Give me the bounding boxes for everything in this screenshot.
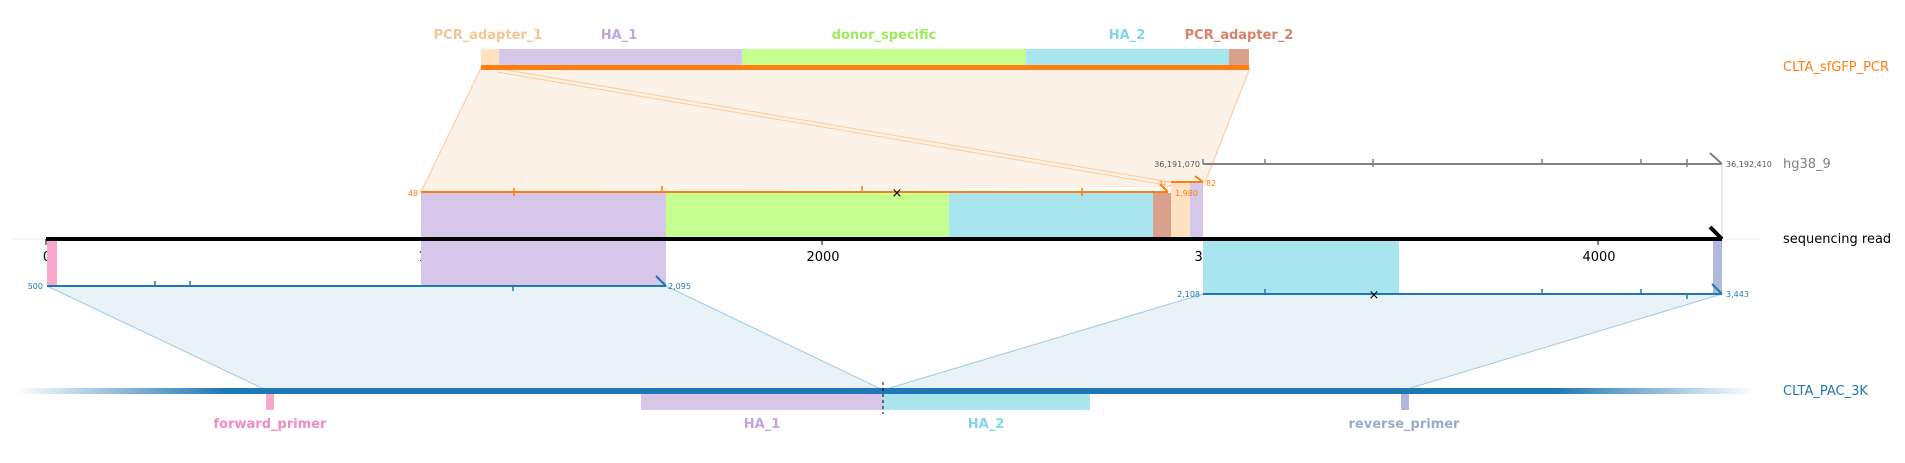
pac-projection-line <box>1403 293 1723 391</box>
pac-label-ha-1: HA_1 <box>744 417 781 432</box>
aln-pac-left-arrow <box>655 275 667 287</box>
pac-projection-line <box>46 285 267 391</box>
pac-feature-ha-2 <box>883 394 1090 410</box>
aln-pcr-adapter-1-block <box>1171 183 1190 238</box>
pac-projection-shade-left <box>47 286 883 390</box>
aln-pcr-arrow <box>1159 183 1169 193</box>
track-label-clta-sfgfp-pcr: CLTA_sfGFP_PCR <box>1783 60 1889 75</box>
read-tick-label: 4000 <box>1582 250 1615 265</box>
pac-label-reverse-primer: reverse_primer <box>1349 417 1461 432</box>
aln-pcr-start-label: 48 <box>408 189 418 198</box>
pcr-label-pcr-adapter-2: PCR_adapter_2 <box>1185 28 1294 43</box>
pac-projection-line <box>665 285 884 391</box>
aln-pcr-mid-label: 1,980 <box>1175 189 1198 198</box>
track-label-clta-pac-3k: CLTA_PAC_3K <box>1783 384 1868 399</box>
pcr-label-ha-1: HA_1 <box>601 28 638 43</box>
aln-pcr-mid-label-2: 1/ <box>1159 180 1166 188</box>
aln-donor-specific-block <box>666 193 949 238</box>
aln-pac-right-start-label: 2,108 <box>1177 290 1200 299</box>
aln-pcr-arrow-2 <box>1194 175 1204 183</box>
aln-pac-left-end-label: 2,095 <box>668 282 691 291</box>
pcr-feature-pcr-adapter-2 <box>1229 49 1249 65</box>
aln-ha-1-block <box>421 193 666 238</box>
pcr-projection-line <box>420 67 482 193</box>
hg38-end-arrow <box>1709 152 1723 165</box>
pac-label-forward-primer: forward_primer <box>214 417 328 432</box>
aln-pcr-mismatch-mark: × <box>892 186 903 201</box>
track-label-hg38-9: hg38_9 <box>1783 157 1831 172</box>
pac-bar-fade-left <box>15 388 225 394</box>
aln-ha-2-block <box>949 193 1153 238</box>
pcr-feature-ha-1 <box>499 49 742 65</box>
pcr-label-ha-2: HA_2 <box>1109 28 1146 43</box>
aln-pcr-end-label: 82 <box>1206 179 1216 188</box>
read-tick-label: 2000 <box>806 250 839 265</box>
aln-pac-mismatch-mark: × <box>1369 288 1380 303</box>
aln-pac-right-end-label: 3,443 <box>1726 290 1749 299</box>
hg38-start-label: 36,191,070 <box>1154 160 1200 169</box>
aln-pac-right-arrow <box>1711 283 1723 295</box>
pac-feature-ha-1 <box>641 394 883 410</box>
pac-feature-reverse-primer <box>1401 394 1409 410</box>
pac-label-ha-2: HA_2 <box>968 417 1005 432</box>
aln-ha-2-right-block <box>1203 241 1399 293</box>
read-end-arrow <box>1708 225 1724 241</box>
aln-ha-1-end-block <box>1190 183 1203 238</box>
pcr-label-donor-specific: donor_specific <box>832 28 937 43</box>
aln-ha-1-left-block <box>421 241 666 285</box>
pac-feature-forward-primer <box>266 394 274 410</box>
pac-projection-shade-right <box>883 294 1722 390</box>
pac-bar-fade-right <box>1555 388 1755 394</box>
pcr-feature-pcr-adapter-1 <box>481 49 499 65</box>
aln-reverse-primer-block <box>1713 241 1722 293</box>
aln-pcr-adapter-2-block <box>1153 193 1171 238</box>
pcr-track-bar <box>481 65 1249 70</box>
pcr-projection-shade-main <box>421 68 1250 192</box>
aln-forward-primer-block <box>47 241 57 285</box>
pcr-feature-donor-specific <box>742 49 1026 65</box>
pac-bar <box>225 388 1555 394</box>
pcr-feature-ha-2 <box>1026 49 1229 65</box>
pcr-projection-line <box>494 67 1171 183</box>
aln-pac-left-start-label: 500 <box>28 282 43 291</box>
track-label-sequencing-read: sequencing read <box>1783 232 1891 247</box>
hg38-end-label: 36,192,410 <box>1726 160 1772 169</box>
pac-projection-line <box>882 293 1204 391</box>
pcr-projection-line <box>496 71 1173 187</box>
pcr-label-pcr-adapter-1: PCR_adapter_1 <box>434 28 543 43</box>
